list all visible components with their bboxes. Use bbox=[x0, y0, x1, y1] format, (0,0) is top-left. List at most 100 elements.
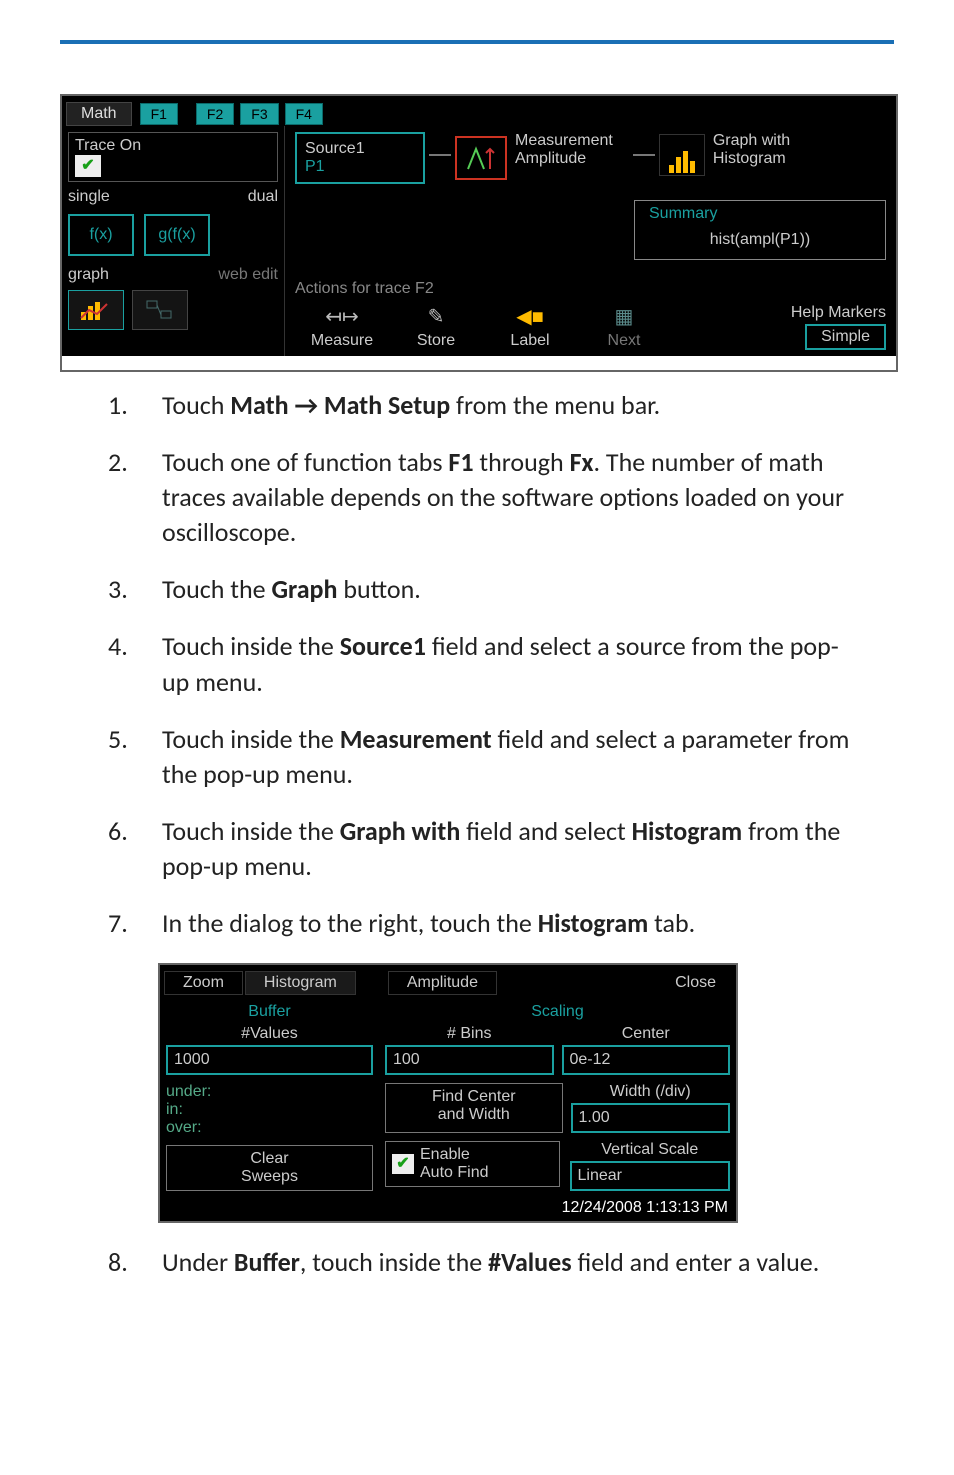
clear-text-1: Clear bbox=[175, 1150, 364, 1168]
text: from the menu bar. bbox=[450, 389, 660, 421]
text: Touch bbox=[162, 389, 230, 421]
step-2: Touch one of function tabs F1 through Fx… bbox=[100, 445, 854, 550]
buffer-heading: Buffer bbox=[166, 1003, 373, 1021]
step-6: Touch inside the Graph with field and se… bbox=[100, 814, 854, 884]
bold-text: F1 bbox=[448, 446, 473, 478]
tab-f1[interactable]: F1 bbox=[140, 103, 178, 125]
fx-button[interactable]: f(x) bbox=[68, 214, 134, 256]
web-edit-icon[interactable] bbox=[132, 290, 188, 330]
clear-sweeps-button[interactable]: Clear Sweeps bbox=[166, 1145, 373, 1191]
bold-text: Fx bbox=[570, 446, 594, 478]
text: through bbox=[474, 446, 570, 478]
timestamp: 12/24/2008 1:13:13 PM bbox=[160, 1197, 736, 1221]
find-center-button[interactable]: Find Center and Width bbox=[385, 1083, 563, 1133]
single-label: single bbox=[68, 188, 110, 206]
ui1-tabbar: Math F1 F2 F3 F4 bbox=[62, 96, 896, 126]
over-label: over: bbox=[166, 1119, 373, 1137]
step-5: Touch inside the Measurement field and s… bbox=[100, 722, 854, 792]
ui2-scaling-column: Scaling # Bins 100 Center 0e-12 Find Cen… bbox=[379, 999, 736, 1197]
values-field[interactable]: 1000 bbox=[166, 1045, 373, 1075]
in-label: in: bbox=[166, 1101, 373, 1119]
close-button[interactable]: Close bbox=[659, 972, 732, 994]
source1-value: P1 bbox=[305, 158, 415, 176]
top-rule bbox=[60, 40, 894, 44]
bold-text: Buffer bbox=[234, 1246, 300, 1278]
tab-f4[interactable]: F4 bbox=[285, 103, 323, 125]
step-7: In the dialog to the right, touch the Hi… bbox=[100, 906, 854, 941]
web-edit-label: web edit bbox=[218, 266, 278, 284]
tab-f3[interactable]: F3 bbox=[240, 103, 278, 125]
markers-field[interactable]: Simple bbox=[805, 324, 886, 350]
step-1: Touch Math → Math Setup from the menu ba… bbox=[100, 388, 854, 423]
text: , touch inside the bbox=[300, 1246, 488, 1278]
text: Touch the bbox=[162, 573, 271, 605]
enable-text-1: Enable bbox=[420, 1146, 488, 1164]
measurement-label: Measurement bbox=[515, 132, 613, 150]
measure-icon: ↤↦ bbox=[295, 304, 389, 330]
graph-label: graph bbox=[68, 266, 109, 284]
under-label: under: bbox=[166, 1083, 373, 1101]
text: button. bbox=[337, 573, 420, 605]
find-center-text-1: Find Center bbox=[394, 1088, 554, 1106]
trace-on-checkbox[interactable]: ✔ bbox=[75, 155, 101, 177]
trace-on-box: Trace On ✔ bbox=[68, 132, 278, 182]
vertical-scale-field[interactable]: Linear bbox=[570, 1161, 731, 1191]
connector-line-2 bbox=[633, 154, 655, 156]
source1-field[interactable]: Source1 P1 bbox=[295, 132, 425, 184]
tab-histogram[interactable]: Histogram bbox=[245, 971, 356, 995]
tab-zoom[interactable]: Zoom bbox=[164, 971, 243, 995]
graph-mode-icon[interactable] bbox=[68, 290, 124, 330]
tab-math[interactable]: Math bbox=[66, 102, 132, 126]
gfx-button[interactable]: g(f(x) bbox=[144, 214, 210, 256]
instruction-list-2: Under Buffer, touch inside the #Values f… bbox=[100, 1245, 854, 1280]
ui2-columns: Buffer #Values 1000 under: in: over: Cle… bbox=[160, 999, 736, 1197]
bold-text: Source1 bbox=[340, 630, 426, 662]
ui-math-setup-screenshot: Math F1 F2 F3 F4 Trace On ✔ single dual … bbox=[60, 94, 898, 372]
bold-text: Graph bbox=[271, 573, 337, 605]
text: Touch inside the bbox=[162, 815, 340, 847]
next-action[interactable]: ▦ Next bbox=[577, 304, 671, 350]
ui1-right-column: Source1 P1 Measurement Amplitude bbox=[285, 126, 896, 356]
bold-text: #Values bbox=[488, 1246, 572, 1278]
bins-field[interactable]: 100 bbox=[385, 1045, 554, 1075]
measure-action-label: Measure bbox=[295, 332, 389, 350]
next-icon: ▦ bbox=[577, 304, 671, 330]
ui-histogram-dialog-screenshot: Zoom Histogram Amplitude Close Buffer #V… bbox=[158, 963, 738, 1223]
bins-label: # Bins bbox=[385, 1025, 554, 1043]
bold-text: Math bbox=[230, 389, 288, 421]
summary-title: Summary bbox=[645, 205, 721, 223]
enable-auto-find[interactable]: ✔ Enable Auto Find bbox=[385, 1141, 560, 1187]
page: Math F1 F2 F3 F4 Trace On ✔ single dual … bbox=[0, 0, 954, 1342]
bottom-strip bbox=[62, 356, 896, 370]
center-label: Center bbox=[562, 1025, 731, 1043]
tab-amplitude[interactable]: Amplitude bbox=[388, 971, 497, 995]
store-action[interactable]: ✎ Store bbox=[389, 304, 483, 350]
measure-action[interactable]: ↤↦ Measure bbox=[295, 304, 389, 350]
trace-on-label: Trace On bbox=[75, 137, 141, 154]
scaling-heading: Scaling bbox=[385, 1003, 730, 1021]
store-icon: ✎ bbox=[389, 304, 483, 330]
label-action[interactable]: ◀■ Label bbox=[483, 304, 577, 350]
enable-checkbox[interactable]: ✔ bbox=[392, 1154, 414, 1174]
next-action-label: Next bbox=[577, 332, 671, 350]
step-8: Under Buffer, touch inside the #Values f… bbox=[100, 1245, 854, 1280]
text: Touch inside the bbox=[162, 630, 340, 662]
connector-line bbox=[429, 154, 451, 156]
measurement-icon[interactable] bbox=[455, 136, 507, 180]
bold-text: Measurement bbox=[340, 723, 492, 755]
center-field[interactable]: 0e-12 bbox=[562, 1045, 731, 1075]
tab-f2[interactable]: F2 bbox=[196, 103, 234, 125]
summary-value: hist(ampl(P1)) bbox=[645, 231, 875, 249]
values-label: #Values bbox=[166, 1025, 373, 1043]
step-4: Touch inside the Source1 field and selec… bbox=[100, 629, 854, 699]
graph-with-icon[interactable] bbox=[659, 134, 705, 176]
store-action-label: Store bbox=[389, 332, 483, 350]
ui1-left-column: Trace On ✔ single dual f(x) g(f(x) graph… bbox=[62, 126, 285, 356]
width-field[interactable]: 1.00 bbox=[571, 1103, 731, 1133]
source1-label: Source1 bbox=[305, 140, 415, 158]
bold-text: Histogram bbox=[538, 907, 649, 939]
graph-with-value: Histogram bbox=[713, 150, 790, 168]
text: field and enter a value. bbox=[572, 1246, 820, 1278]
actions-row: ↤↦ Measure ✎ Store ◀■ Label ▦ bbox=[295, 304, 886, 350]
vertical-scale-label: Vertical Scale bbox=[570, 1141, 731, 1159]
